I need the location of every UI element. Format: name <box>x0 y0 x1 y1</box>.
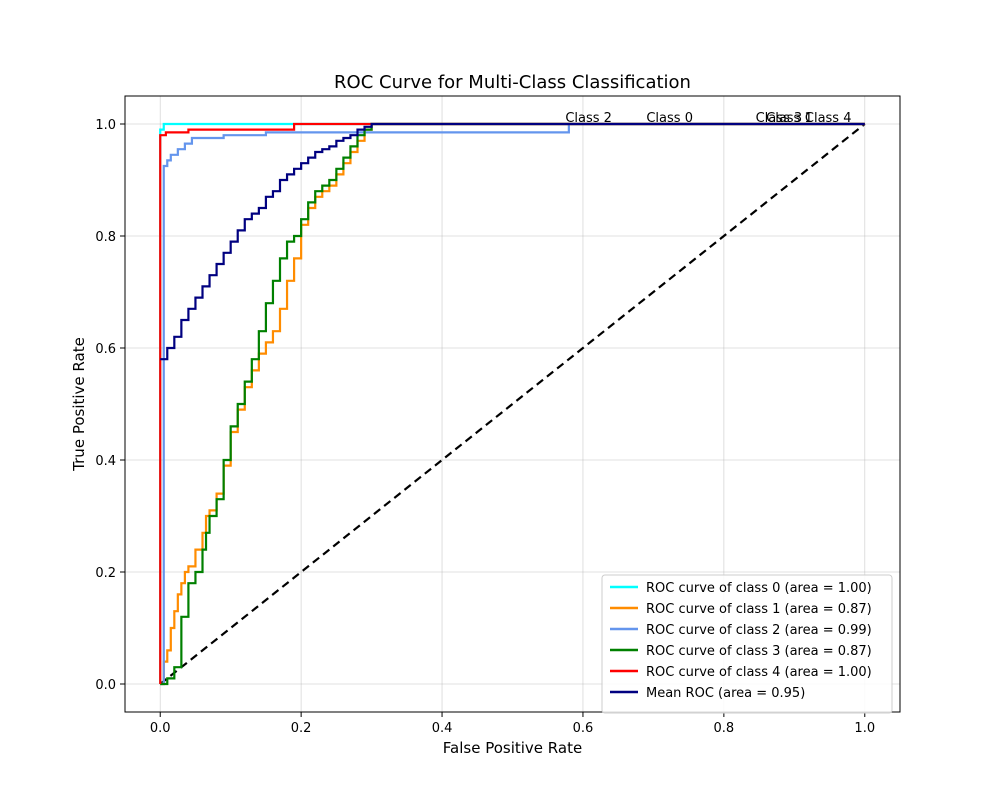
chart-title: ROC Curve for Multi-Class Classification <box>334 72 691 93</box>
x-axis-label: False Positive Rate <box>443 739 582 757</box>
y-tick-label: 0.2 <box>95 566 116 581</box>
y-tick-label: 0.0 <box>95 678 116 693</box>
class-annotation: Class 2 <box>565 111 612 126</box>
legend-entry: ROC curve of class 3 (area = 0.87) <box>646 644 872 659</box>
y-axis-label: True Positive Rate <box>70 337 88 472</box>
x-tick-label: 1.0 <box>854 721 875 736</box>
series-line-3 <box>160 122 865 686</box>
legend-entry: ROC curve of class 0 (area = 1.00) <box>646 581 872 596</box>
series-line-4 <box>159 122 865 684</box>
y-tick-label: 0.4 <box>95 454 116 469</box>
legend-box <box>601 574 893 714</box>
class-annotation: Class 3 <box>756 111 803 126</box>
class-annotation: Class 4 <box>805 111 852 126</box>
x-tick-label: 0.0 <box>150 721 171 736</box>
diagonal-chance-line <box>159 123 866 685</box>
class-annotation: Class 0 <box>646 111 693 126</box>
x-tick-label: 0.2 <box>291 721 312 736</box>
legend-entry: ROC curve of class 1 (area = 0.87) <box>646 602 872 617</box>
legend-entry: ROC curve of class 2 (area = 0.99) <box>646 623 872 638</box>
y-tick-label: 1.0 <box>95 118 116 133</box>
x-tick-label: 0.8 <box>714 721 735 736</box>
x-tick-label: 0.4 <box>432 721 453 736</box>
class-annotation: Class 1 <box>766 111 813 126</box>
series-line-5 <box>160 122 865 361</box>
y-tick-label: 0.8 <box>95 230 116 245</box>
legend-entry: ROC curve of class 4 (area = 1.00) <box>646 665 872 680</box>
series-line-2 <box>160 122 865 686</box>
x-tick-label: 0.6 <box>573 721 594 736</box>
legend-entry: Mean ROC (area = 0.95) <box>646 686 805 701</box>
y-tick-label: 0.6 <box>95 342 116 357</box>
axes-frame <box>124 95 901 713</box>
